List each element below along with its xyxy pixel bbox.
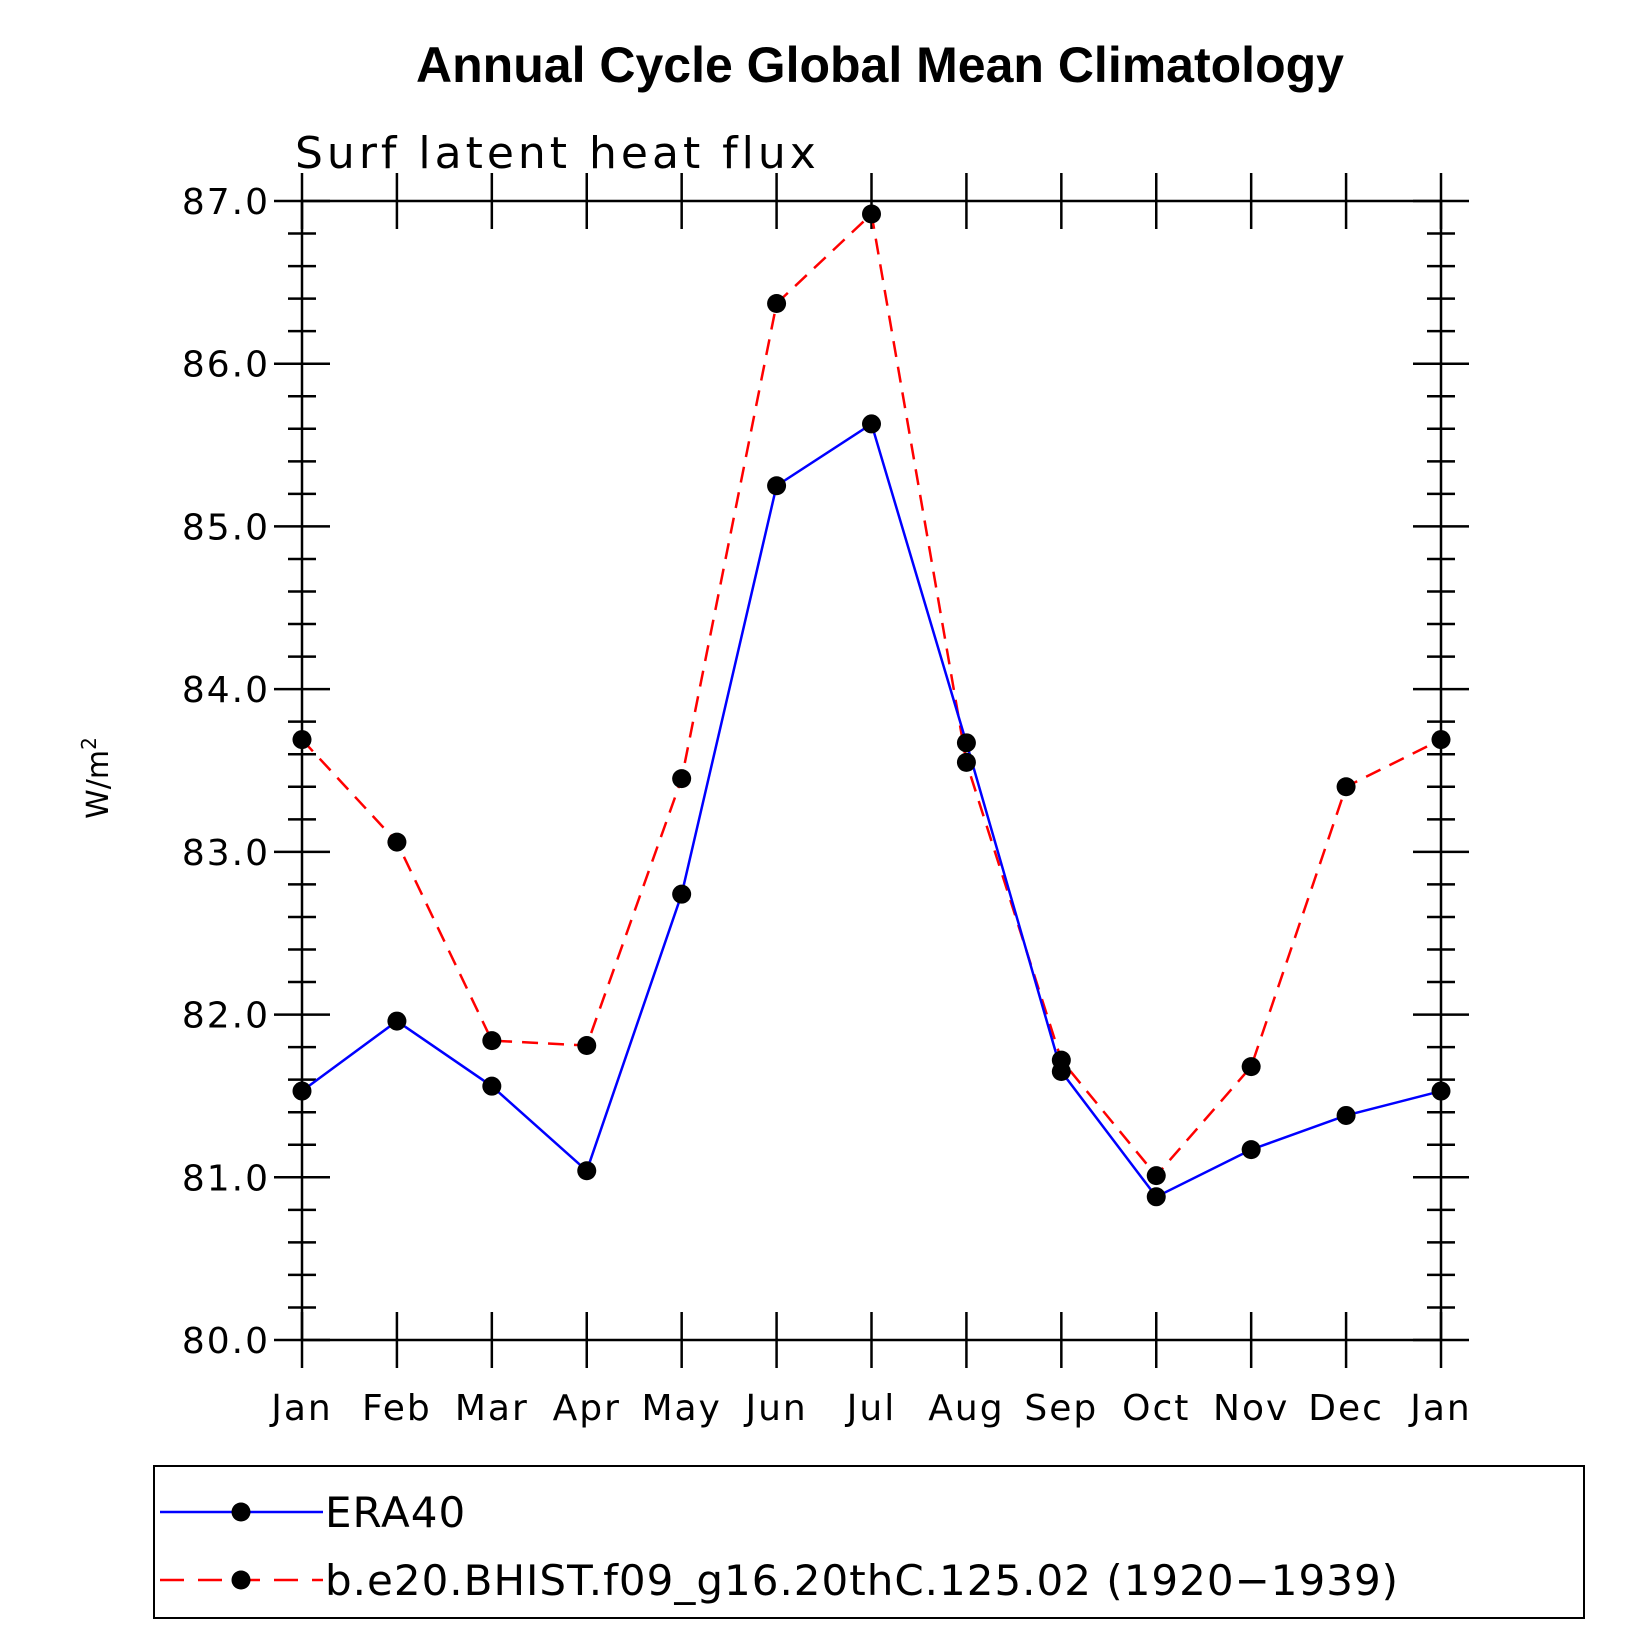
series-point — [1336, 777, 1356, 797]
series-point — [1431, 730, 1451, 750]
series-point — [1146, 1166, 1166, 1186]
legend: ERA40 b.e20.BHIST.f09_g16.20thC.125.02 (1… — [153, 1465, 1585, 1619]
series-point — [672, 884, 692, 904]
series-point — [1051, 1050, 1071, 1070]
y-tick-label: 80.0 — [182, 1321, 270, 1362]
series-layer — [292, 204, 1451, 1207]
x-tick-label: May — [641, 1388, 721, 1429]
series-line — [301, 211, 1442, 1178]
x-tick-label: Jul — [845, 1388, 896, 1429]
x-tick-label: Jun — [743, 1388, 807, 1429]
x-tick-label: Jan — [269, 1388, 333, 1429]
legend-marker — [231, 1570, 251, 1590]
series-point — [1241, 1140, 1261, 1160]
legend-label: ERA40 — [325, 1488, 466, 1537]
x-axis: Jan Feb Mar Apr May Jun Jul Aug Sep Oct Nov Dec Jan — [269, 173, 1472, 1429]
series-point — [1336, 1105, 1356, 1125]
x-tick-label: Sep — [1024, 1388, 1098, 1429]
y-tick-label: 83.0 — [182, 833, 270, 874]
series-point — [862, 414, 881, 434]
series-point — [577, 1035, 597, 1055]
y-tick-label: 85.0 — [182, 507, 270, 548]
series-line — [301, 421, 1442, 1199]
series-point — [387, 1011, 407, 1031]
y-axis: 80.0 81.0 82.0 83.0 84.0 85.0 86.0 87.0 — [182, 182, 1469, 1362]
series-point — [1241, 1057, 1261, 1077]
chart-subtitle: Surf latent heat flux — [295, 128, 820, 179]
y-tick-label: 87.0 — [182, 182, 270, 223]
y-tick-label: 82.0 — [182, 996, 270, 1037]
series-point — [292, 1081, 312, 1101]
series-point — [482, 1076, 502, 1096]
x-tick-label: Mar — [455, 1388, 529, 1429]
chart-title: Annual Cycle Global Mean Climatology — [416, 37, 1344, 93]
x-tick-label: Jan — [1408, 1388, 1472, 1429]
series-point — [1431, 1081, 1451, 1101]
x-tick-label: Apr — [553, 1388, 621, 1429]
series-point — [767, 476, 787, 496]
series-point — [1146, 1187, 1166, 1207]
plot-border — [300, 199, 1443, 1342]
series-point — [482, 1031, 502, 1051]
y-tick-label: 81.0 — [182, 1158, 270, 1199]
series-point — [767, 294, 787, 314]
series-point — [862, 204, 881, 224]
x-tick-label: Nov — [1213, 1388, 1289, 1429]
x-tick-label: Aug — [928, 1388, 1004, 1429]
y-tick-label: 86.0 — [182, 345, 270, 386]
legend-label: b.e20.BHIST.f09_g16.20thC.125.02 (1920−1… — [325, 1556, 1399, 1605]
series-point — [956, 733, 976, 753]
legend-marker — [231, 1502, 251, 1522]
x-tick-label: Dec — [1308, 1388, 1384, 1429]
x-tick-label: Oct — [1122, 1388, 1190, 1429]
series-point — [577, 1161, 597, 1181]
series-point — [292, 730, 312, 750]
series-point — [387, 832, 407, 852]
x-tick-label: Feb — [362, 1388, 432, 1429]
legend-box — [153, 1465, 1585, 1619]
y-tick-label: 84.0 — [182, 670, 270, 711]
series-point — [672, 769, 692, 789]
plot-frame — [300, 199, 1443, 1342]
y-axis-label: W/m2 — [77, 737, 116, 819]
series-point — [956, 752, 976, 772]
